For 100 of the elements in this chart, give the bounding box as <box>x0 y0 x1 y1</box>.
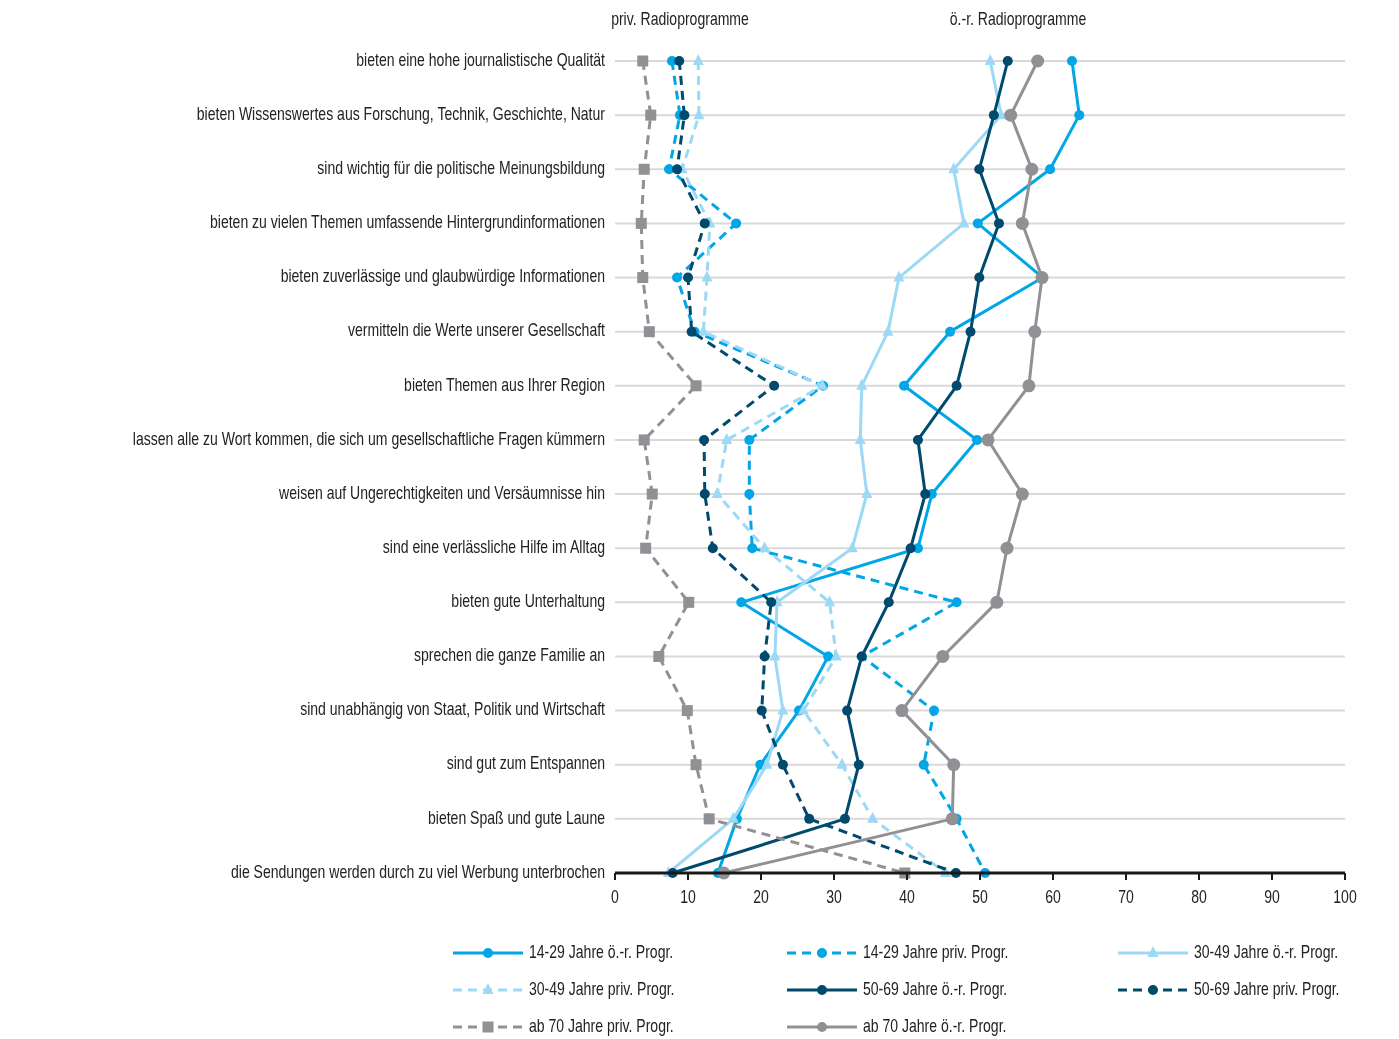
point <box>643 326 655 338</box>
point <box>744 489 755 500</box>
point <box>972 434 983 445</box>
point <box>744 434 755 445</box>
point <box>721 432 733 444</box>
y-tick-label: sprechen die ganze Familie an <box>413 644 605 665</box>
point <box>769 380 780 391</box>
point <box>747 543 758 554</box>
point <box>972 218 983 229</box>
legend-label: 14-29 Jahre ö.-r. Progr. <box>529 941 674 962</box>
point <box>929 705 940 716</box>
point <box>1074 110 1085 121</box>
x-tick-label: 0 <box>611 886 619 907</box>
legend-label: 30-49 Jahre ö.-r. Progr. <box>1194 941 1339 962</box>
point <box>958 216 970 228</box>
point <box>988 110 999 121</box>
point <box>839 813 850 824</box>
point <box>699 218 710 229</box>
point <box>804 813 815 824</box>
point <box>1066 56 1077 66</box>
point <box>637 55 649 67</box>
point <box>766 597 777 608</box>
point <box>731 218 742 229</box>
y-tick-label: sind unabhängig von Staat, Politik und Wirtschaft <box>300 698 606 719</box>
point <box>638 163 650 175</box>
point <box>640 542 652 554</box>
point <box>701 270 713 282</box>
point <box>895 704 909 718</box>
point <box>797 703 809 715</box>
point <box>1015 216 1029 230</box>
x-tick-label: 50 <box>972 886 988 907</box>
point <box>759 541 771 553</box>
point <box>1045 164 1056 175</box>
x-tick-label: 20 <box>753 886 769 907</box>
point <box>690 380 702 392</box>
point <box>683 272 693 283</box>
y-tick-label: bieten Wissenswertes aus Forschung, Technik, Geschichte, Natur <box>196 103 606 124</box>
point <box>1002 56 1013 66</box>
point <box>984 54 996 65</box>
point <box>965 326 976 337</box>
y-tick-label: bieten gute Unterhaltung <box>451 590 605 611</box>
point <box>936 649 950 663</box>
point <box>756 705 767 716</box>
point <box>951 380 962 391</box>
point <box>690 759 702 771</box>
point <box>1028 325 1042 339</box>
point <box>920 489 931 500</box>
x-tick-label: 90 <box>1264 886 1280 907</box>
x-tick-label: 100 <box>1333 886 1357 907</box>
legend-label: 30-49 Jahre priv. Progr. <box>529 978 675 999</box>
point <box>853 759 864 770</box>
point <box>681 705 693 717</box>
point <box>679 110 690 121</box>
point <box>707 543 718 554</box>
point <box>856 378 868 390</box>
y-tick-label: sind eine verlässliche Hilfe im Alltag <box>382 536 605 557</box>
point <box>842 705 853 716</box>
point <box>981 433 995 447</box>
point <box>683 596 695 608</box>
y-tick-label: sind wichtig für die politische Meinungsbildung <box>317 157 605 178</box>
legend-label: ab 70 Jahre priv. Progr. <box>529 1015 674 1036</box>
point <box>703 813 715 825</box>
point <box>759 651 770 662</box>
y-tick-label: lassen alle zu Wort kommen, die sich um gesellschaftliche Fragen kümmern <box>132 427 605 449</box>
point <box>945 326 956 337</box>
y-tick-label: bieten Themen aus Ihrer Region <box>404 373 605 394</box>
point <box>1025 162 1039 176</box>
x-tick-label: 70 <box>1118 886 1134 907</box>
x-tick-label: 10 <box>680 886 696 907</box>
point <box>918 759 929 770</box>
point <box>672 164 683 175</box>
point <box>824 595 836 607</box>
y-tick-label: bieten eine hohe journalistische Qualität <box>356 49 606 70</box>
legend-label: 50-69 Jahre priv. Progr. <box>1194 978 1340 999</box>
point <box>993 218 1004 229</box>
point <box>777 759 788 770</box>
point <box>1004 108 1018 122</box>
point <box>990 595 1004 609</box>
point <box>912 434 923 445</box>
point <box>861 487 873 499</box>
y-tick-label: sind gut zum Entspannen <box>446 752 605 773</box>
x-tick-label: 30 <box>826 886 842 907</box>
point <box>711 487 723 499</box>
point <box>653 650 665 662</box>
point <box>699 489 710 500</box>
x-tick-label: 40 <box>899 886 915 907</box>
point <box>899 380 910 391</box>
point <box>945 812 959 826</box>
point <box>638 434 650 446</box>
point <box>1022 379 1036 393</box>
point <box>646 488 658 500</box>
point <box>905 543 916 554</box>
point <box>893 270 905 282</box>
y-tick-label: bieten zuverlässige und glaubwürdige Informationen <box>280 265 605 286</box>
text: ö.-r. Radioprogramme <box>949 8 1087 29</box>
point <box>672 272 683 283</box>
point <box>836 757 848 769</box>
point <box>736 597 747 608</box>
y-tick-label: die Sendungen werden durch zu viel Werbung unterbrochen <box>230 861 605 882</box>
legend-label: 14-29 Jahre priv. Progr. <box>863 941 1009 962</box>
